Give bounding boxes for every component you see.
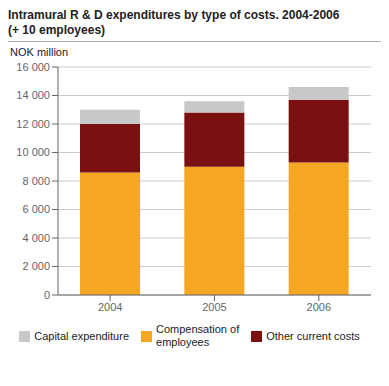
svg-text:2006: 2006 xyxy=(307,301,331,313)
svg-text:6 000: 6 000 xyxy=(22,203,50,215)
html-text:Compensation of employees: Compensation of employees xyxy=(156,323,240,348)
svg-text:12 000: 12 000 xyxy=(16,118,50,130)
svg-text:10 000: 10 000 xyxy=(16,146,50,158)
html-text:Other current costs: Other current costs xyxy=(266,329,360,342)
svg-text:8 000: 8 000 xyxy=(22,175,50,187)
html-text:(+ 10 employees): (+ 10 employees) xyxy=(8,23,106,37)
svg-text:2 000: 2 000 xyxy=(22,260,50,272)
html-text:Capital expenditure: Capital expenditure xyxy=(34,329,129,342)
svg-text:2004: 2004 xyxy=(98,301,122,313)
html-text:NOK million: NOK million xyxy=(10,46,69,58)
svg-text:4 000: 4 000 xyxy=(22,232,50,244)
svg-text:16 000: 16 000 xyxy=(16,61,50,73)
svg-text:2005: 2005 xyxy=(202,301,226,313)
svg-text:14 000: 14 000 xyxy=(16,89,50,101)
svg-text:0: 0 xyxy=(44,289,50,301)
html-text:Intramural R & D expenditures: Intramural R & D expenditures by type of… xyxy=(8,8,340,22)
